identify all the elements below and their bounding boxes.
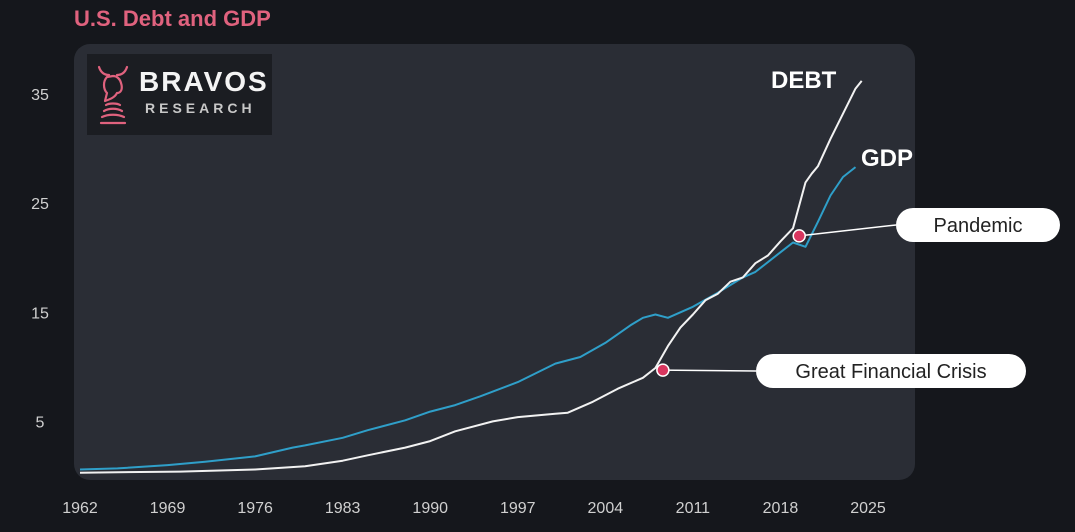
annotation-label: Pandemic bbox=[934, 215, 1023, 237]
y-tick-label: 35 bbox=[31, 87, 49, 104]
x-tick-label: 1962 bbox=[62, 500, 98, 517]
series-labels: DEBT GDP bbox=[771, 67, 913, 172]
x-tick-label: 1983 bbox=[325, 500, 361, 517]
annotation-box bbox=[896, 208, 1060, 242]
series-lines bbox=[79, 80, 863, 474]
annotation-marker bbox=[656, 363, 670, 377]
x-tick-label: 1997 bbox=[500, 500, 536, 517]
chart-title: U.S. Debt and GDP bbox=[74, 6, 271, 31]
x-tick-label: 1969 bbox=[150, 500, 186, 517]
series-label-gdp: GDP bbox=[861, 145, 913, 172]
x-tick-label: 1990 bbox=[412, 500, 448, 517]
annotations: Pandemic Great Financial Crisis bbox=[656, 208, 1060, 388]
x-tick-label: 2011 bbox=[676, 500, 711, 517]
annotation-label: Great Financial Crisis bbox=[795, 361, 986, 383]
y-tick-label: 5 bbox=[36, 414, 45, 431]
bull-knight-icon bbox=[97, 65, 129, 125]
annotation-connector bbox=[662, 369, 757, 372]
x-tick-label: 2025 bbox=[850, 500, 886, 517]
x-tick-label: 1976 bbox=[237, 500, 273, 517]
x-tick-label: 2018 bbox=[763, 500, 799, 517]
series-line-debt bbox=[79, 80, 863, 474]
annotation-box bbox=[756, 354, 1026, 388]
annotation-connector bbox=[799, 224, 897, 237]
y-tick-label: 15 bbox=[31, 305, 49, 322]
logo-name: BRAVOS bbox=[139, 66, 269, 97]
logo-subtitle: RESEARCH bbox=[145, 100, 256, 116]
x-tick-label: 2004 bbox=[588, 500, 624, 517]
logo: BRAVOS RESEARCH bbox=[87, 54, 272, 135]
series-line-gdp bbox=[79, 166, 857, 471]
annotation-marker bbox=[792, 229, 806, 243]
x-axis-ticks: 1962 1969 1976 1983 1990 1997 2004 2011 2018 2025 bbox=[62, 500, 886, 517]
series-label-debt: DEBT bbox=[771, 67, 837, 94]
y-axis-ticks: 5 15 25 35 bbox=[31, 87, 49, 431]
y-tick-label: 25 bbox=[31, 196, 49, 213]
